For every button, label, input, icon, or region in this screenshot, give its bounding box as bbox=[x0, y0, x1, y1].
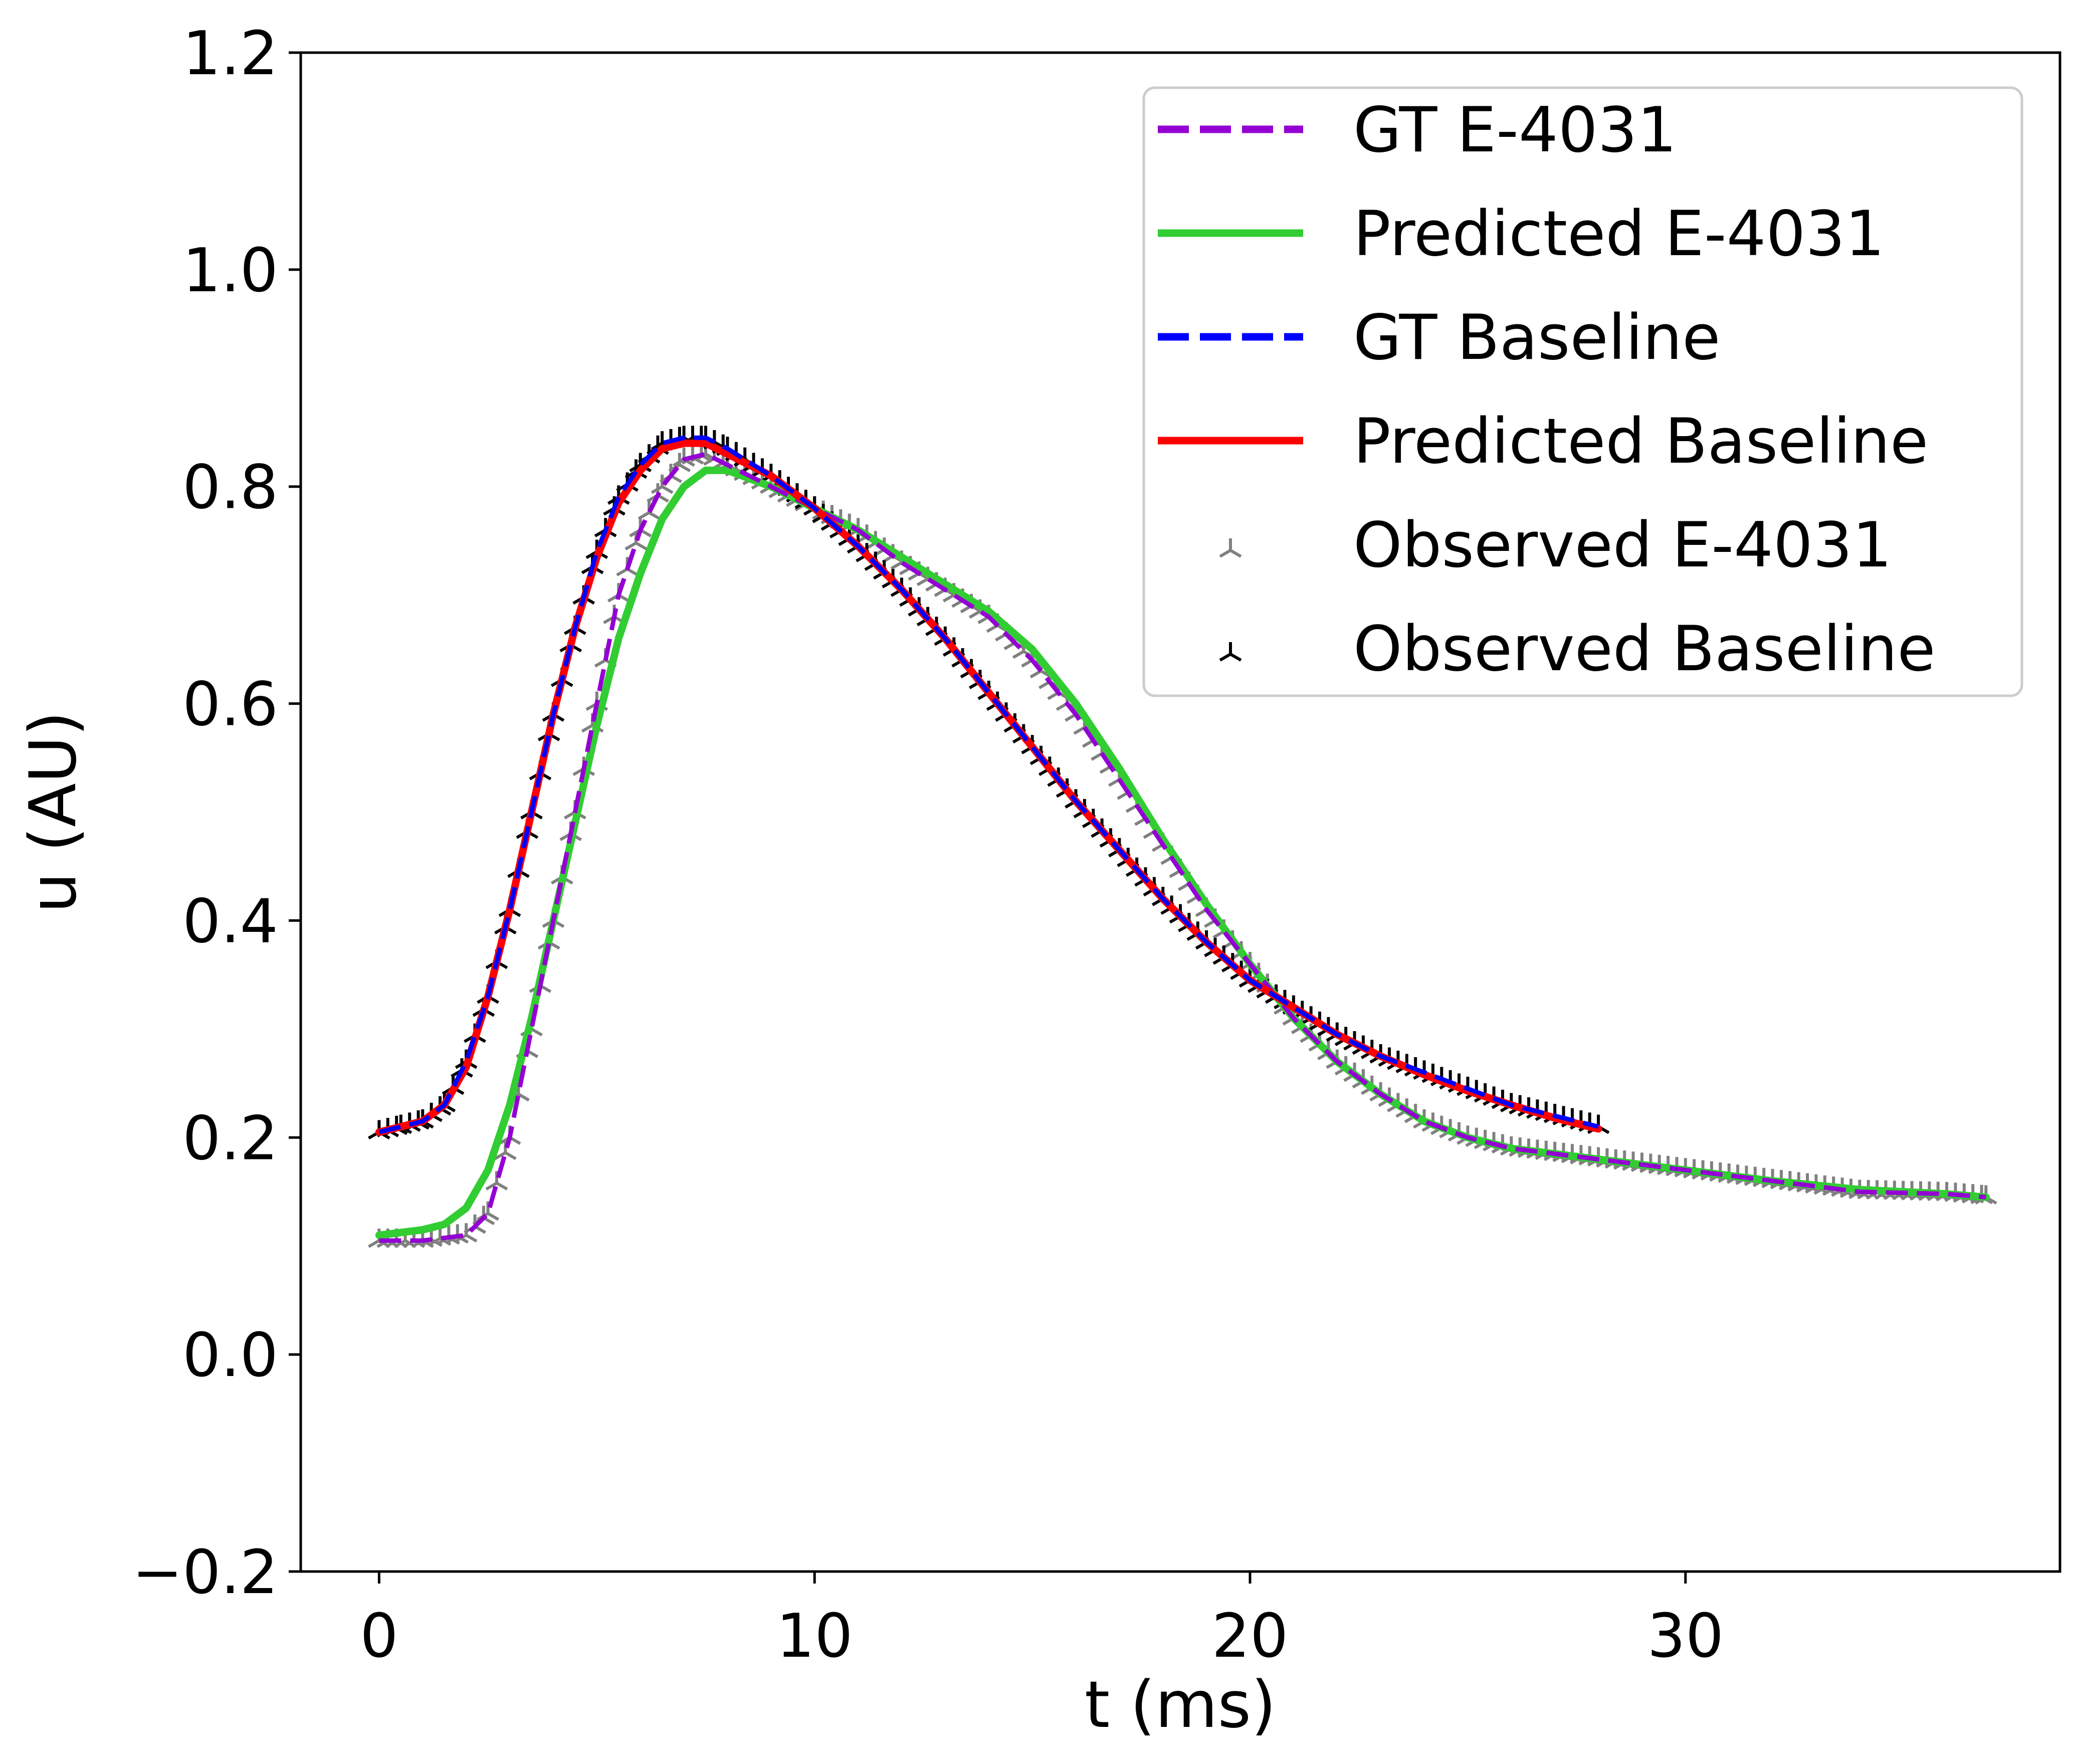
legend-gt-e-4031: GT E-4031 bbox=[1158, 94, 1677, 166]
legend-gt-baseline: GT Baseline bbox=[1158, 302, 1721, 374]
y-tick-label: 0.6 bbox=[182, 670, 278, 740]
tick-layer: 0 10 20 30 −0.2 0.0 0.2 0.4 0.6 0.8 1.0 1.2 bbox=[132, 19, 1724, 1671]
plot-frame bbox=[299, 51, 2061, 1573]
y-tick-label: 0.2 bbox=[182, 1104, 278, 1173]
legend-label: Observed E-4031 bbox=[1353, 509, 1892, 581]
x-tick-label: 30 bbox=[1647, 1602, 1724, 1671]
legend-predicted-baseline: Predicted Baseline bbox=[1158, 406, 1928, 478]
x-axis-label: t (ms) bbox=[1085, 1668, 1276, 1742]
series-gt-e-4031-line bbox=[379, 452, 1986, 1243]
legend-label: GT E-4031 bbox=[1353, 94, 1677, 166]
legend-marker bbox=[1219, 642, 1242, 662]
y-tick-label: −0.2 bbox=[132, 1538, 278, 1608]
legend-label: GT Baseline bbox=[1353, 302, 1721, 374]
legend-label: Observed Baseline bbox=[1353, 613, 1936, 685]
x-tick-label: 0 bbox=[360, 1602, 398, 1671]
x-tick-label: 10 bbox=[776, 1602, 853, 1671]
y-tick-label: 0.4 bbox=[182, 887, 278, 956]
legend-observed-baseline: Observed Baseline bbox=[1219, 613, 1936, 685]
legend-label: Predicted Baseline bbox=[1353, 406, 1928, 478]
y-axis-label: u (AU) bbox=[16, 711, 91, 913]
x-tick-label: 20 bbox=[1212, 1602, 1289, 1671]
legend-label: Predicted E-4031 bbox=[1353, 198, 1885, 270]
legend-predicted-e-4031: Predicted E-4031 bbox=[1158, 198, 1885, 270]
legend-entries: GT E-4031 Predicted E-4031 GT Baseline Pred… bbox=[1158, 94, 1936, 685]
legend-frame bbox=[1142, 86, 2023, 697]
series-gt-baseline-line bbox=[378, 435, 1599, 1134]
series-layer bbox=[368, 426, 1997, 1248]
y-tick-label: 0.0 bbox=[182, 1321, 278, 1391]
y-tick-label: 1.2 bbox=[182, 19, 278, 89]
legend-marker bbox=[1219, 538, 1242, 558]
y-tick-label: 1.0 bbox=[182, 236, 278, 306]
legend: GT E-4031 Predicted E-4031 GT Baseline Pred… bbox=[1142, 86, 2023, 697]
legend-observed-e-4031: Observed E-4031 bbox=[1219, 509, 1892, 581]
y-tick-label: 0.8 bbox=[182, 453, 278, 523]
